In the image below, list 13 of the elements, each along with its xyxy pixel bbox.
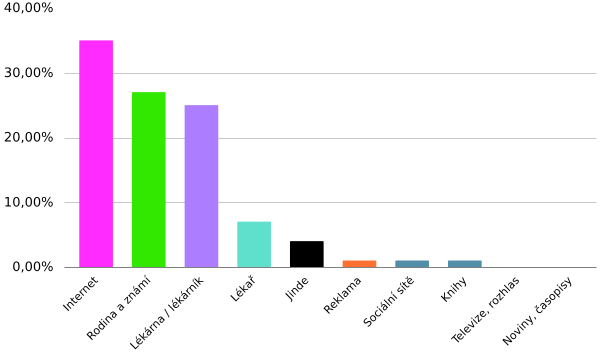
y-tick-label: 40,00% (4, 1, 54, 16)
y-tick-label: 30,00% (4, 66, 54, 81)
bar (342, 260, 376, 268)
bar (79, 40, 113, 268)
bar (237, 222, 271, 268)
y-tick-label: 10,00% (4, 195, 54, 210)
y-tick-label: 20,00% (4, 130, 54, 146)
bar (132, 92, 166, 268)
bar (290, 241, 324, 268)
y-tick-label: 0,00% (12, 260, 54, 275)
bar (395, 260, 429, 268)
bar (448, 260, 482, 268)
bar (184, 105, 218, 268)
